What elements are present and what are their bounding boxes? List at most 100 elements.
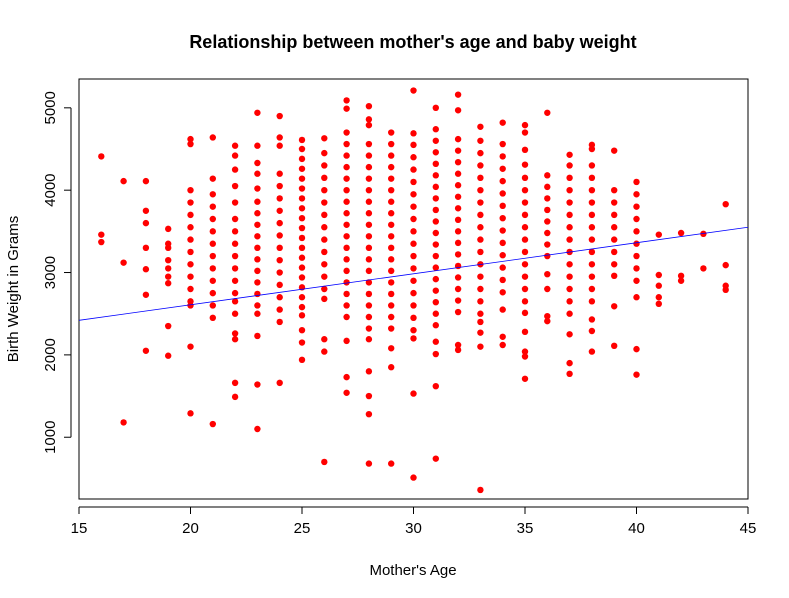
x-tick-label: 20 — [182, 520, 199, 537]
data-point — [254, 221, 261, 228]
data-point — [209, 240, 216, 247]
data-point — [365, 140, 373, 148]
data-point — [388, 364, 395, 371]
data-point — [588, 145, 596, 153]
data-point — [298, 145, 306, 153]
data-points — [98, 87, 729, 494]
data-point — [365, 198, 373, 205]
data-point — [365, 102, 373, 110]
data-point — [521, 186, 529, 194]
data-point — [187, 343, 194, 350]
data-point — [321, 261, 328, 268]
data-point — [321, 199, 328, 206]
data-point — [365, 121, 373, 129]
data-point — [432, 338, 439, 345]
data-point — [588, 174, 596, 182]
data-point — [588, 285, 596, 293]
data-point — [209, 252, 216, 260]
data-point — [499, 165, 506, 172]
data-point — [388, 221, 395, 228]
data-point — [231, 240, 239, 247]
data-point — [343, 198, 350, 205]
data-point — [521, 375, 529, 382]
data-point — [521, 309, 529, 317]
data-point — [722, 200, 729, 208]
data-point — [254, 142, 261, 149]
data-point — [388, 129, 395, 136]
data-point — [231, 228, 239, 235]
data-point — [209, 175, 216, 182]
data-point — [388, 186, 395, 194]
data-point — [388, 290, 395, 298]
data-point — [410, 277, 417, 284]
data-point — [298, 175, 306, 182]
data-point — [298, 312, 306, 319]
data-point — [187, 224, 194, 231]
data-point — [410, 326, 417, 334]
data-point — [454, 346, 462, 354]
data-point — [611, 261, 618, 268]
data-point — [209, 203, 216, 210]
data-point — [410, 289, 417, 297]
data-point — [231, 393, 239, 401]
data-point — [365, 175, 373, 182]
data-point — [298, 264, 306, 271]
data-point — [588, 236, 596, 243]
data-point — [432, 322, 439, 329]
data-point — [254, 185, 261, 192]
data-point — [410, 215, 417, 223]
data-point — [454, 239, 462, 247]
data-point — [499, 276, 506, 284]
data-point — [343, 105, 350, 112]
y-tick-label: 1000 — [42, 421, 59, 454]
x-axis-label: Mother's Age — [369, 562, 456, 579]
data-point — [298, 294, 306, 301]
data-point — [499, 227, 506, 234]
data-point — [454, 341, 462, 349]
data-point — [633, 252, 640, 260]
data-point — [254, 256, 261, 263]
data-point — [231, 182, 239, 190]
data-point — [98, 153, 105, 160]
data-point — [276, 379, 283, 387]
data-point — [410, 228, 417, 235]
y-tick-label: 2000 — [42, 338, 59, 371]
data-point — [343, 313, 350, 321]
data-point — [276, 294, 283, 301]
data-point — [209, 314, 216, 322]
data-point — [611, 147, 618, 154]
data-point — [365, 210, 373, 217]
data-point — [566, 151, 573, 158]
data-point — [321, 149, 328, 157]
data-point — [276, 256, 283, 264]
data-point — [410, 474, 417, 481]
x-tick-label: 40 — [628, 520, 645, 537]
data-point — [410, 141, 417, 149]
data-point — [231, 152, 239, 159]
data-point — [477, 318, 484, 326]
data-point — [321, 348, 328, 355]
data-point — [633, 294, 640, 301]
data-point — [410, 265, 417, 272]
data-point — [477, 199, 484, 206]
data-point — [454, 107, 462, 114]
data-point — [365, 392, 373, 400]
data-point — [410, 335, 417, 342]
data-point — [209, 191, 216, 198]
data-point — [187, 140, 194, 148]
data-point — [165, 280, 172, 287]
data-point — [298, 339, 306, 346]
data-point — [365, 336, 373, 343]
data-point — [677, 229, 685, 237]
data-point — [588, 298, 596, 305]
data-point — [566, 310, 573, 317]
data-point — [521, 146, 529, 154]
data-point — [432, 183, 439, 191]
data-point — [432, 126, 439, 133]
data-point — [276, 195, 283, 202]
data-point — [142, 291, 150, 298]
data-point — [365, 163, 373, 171]
data-point — [454, 182, 462, 189]
data-point — [521, 261, 529, 268]
data-point — [611, 236, 618, 243]
